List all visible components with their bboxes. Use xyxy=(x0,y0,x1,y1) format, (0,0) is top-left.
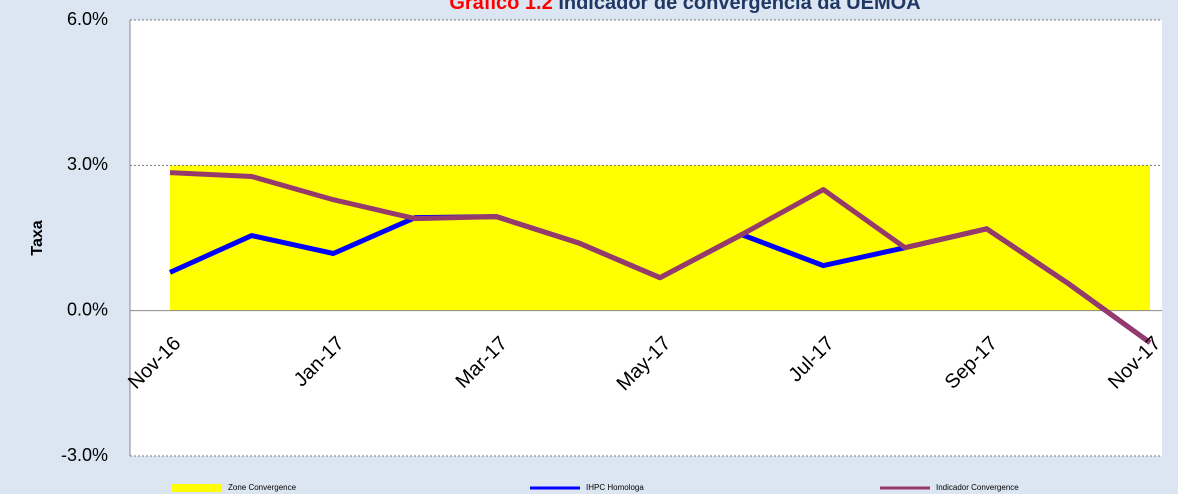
y-tick-label: 3.0% xyxy=(67,154,108,174)
legend-label: Zone Convergence xyxy=(228,483,297,492)
line xyxy=(169,170,1152,345)
title-prefix: Gráfico 1.2 xyxy=(449,0,552,14)
legend-item: Indicador Convergence xyxy=(880,483,1019,492)
y-axis-title: Taxa xyxy=(29,220,46,255)
chart-title: Gráfico 1.2 Indicador de convergência da… xyxy=(449,0,920,14)
legend-label: Indicador Convergence xyxy=(936,483,1019,492)
legend-swatch xyxy=(172,484,222,492)
y-tick-label: -3.0% xyxy=(61,445,108,465)
legend-item: Zone Convergence xyxy=(172,483,297,492)
title-text: Indicador de convergência da UEMOA xyxy=(558,0,920,14)
legend-item: IHPC Homologa xyxy=(530,483,644,492)
y-tick-label: 6.0% xyxy=(67,9,108,29)
area xyxy=(170,165,1150,311)
y-tick-label: 0.0% xyxy=(67,299,108,319)
legend-label: IHPC Homologa xyxy=(586,483,644,492)
